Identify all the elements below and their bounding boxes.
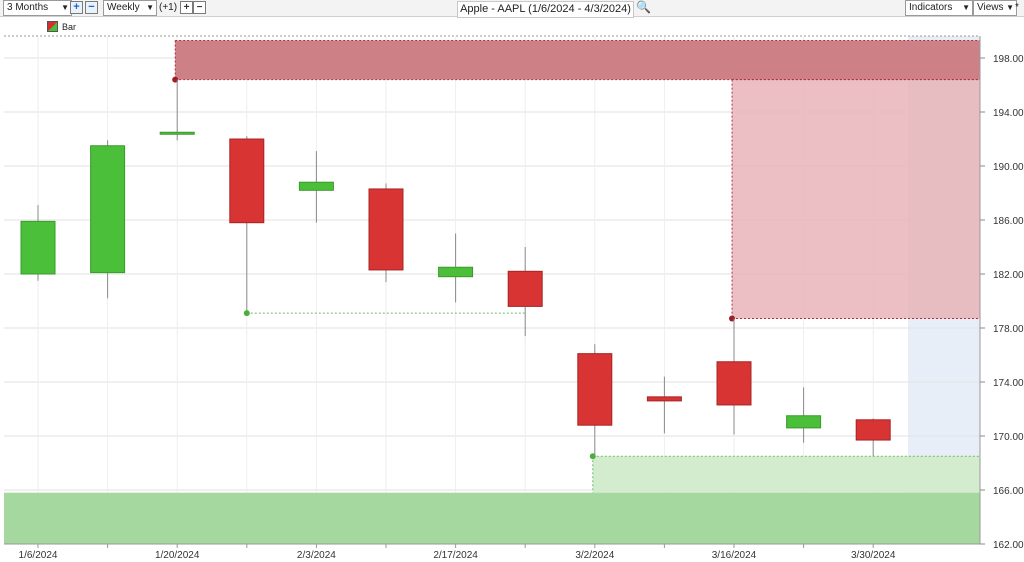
x-tick-label: 1/20/2024 <box>155 550 200 561</box>
offset-increase-button[interactable]: + <box>180 1 193 14</box>
plus-icon: + <box>183 2 190 13</box>
zones <box>4 39 980 544</box>
x-tick-label: 3/2/2024 <box>575 550 614 561</box>
interval-select[interactable]: Weekly ▼ <box>103 0 157 16</box>
candle-body <box>577 353 613 426</box>
candle-body <box>368 188 404 271</box>
candle-body <box>507 270 543 307</box>
candle-body <box>90 145 126 274</box>
views-menu[interactable]: Views ▼ <box>973 0 1017 16</box>
indicators-menu[interactable]: Indicators ▼ <box>905 0 973 16</box>
price-chart[interactable]: 198.00 194.00 190.00 186.00 182.00 178.00 174.… <box>0 16 1024 562</box>
bar-legend-icon <box>47 21 58 32</box>
zoom-in-button[interactable]: + <box>70 1 83 14</box>
candle-body <box>716 361 752 406</box>
x-tick-label: 2/3/2024 <box>297 550 336 561</box>
x-tick-label: 3/16/2024 <box>712 550 757 561</box>
candle-body <box>438 266 474 278</box>
plus-icon: + <box>73 1 80 13</box>
offset-label: (+1) <box>159 2 178 13</box>
y-tick-label: 166.00 <box>993 486 1024 497</box>
minus-icon: − <box>88 1 95 13</box>
settings-star[interactable]: * <box>1015 2 1019 13</box>
y-tick-label: 186.00 <box>993 216 1024 227</box>
y-tick-label: 198.00 <box>993 54 1024 65</box>
y-tick-label: 182.00 <box>993 270 1024 281</box>
y-tick-label: 178.00 <box>993 324 1024 335</box>
candle-body <box>298 181 334 191</box>
chevron-down-icon: ▼ <box>962 3 970 12</box>
x-tick-label: 2/17/2024 <box>433 550 478 561</box>
zone-supply <box>732 79 980 319</box>
candle-body <box>786 415 822 429</box>
candle-body <box>646 396 682 402</box>
views-label: Views <box>977 2 1004 13</box>
candle-body <box>20 220 56 275</box>
axes: 198.00 194.00 190.00 186.00 182.00 178.00 174.… <box>4 36 1024 561</box>
candles <box>20 79 891 457</box>
chevron-down-icon: ▼ <box>61 3 69 12</box>
zone-demand <box>4 492 980 544</box>
interval-select-label: Weekly <box>107 2 140 13</box>
candle-body <box>855 419 891 441</box>
indicators-label: Indicators <box>909 2 953 13</box>
period-select-label: 3 Months <box>7 2 49 13</box>
candle-body <box>229 138 265 224</box>
overlay-lines <box>243 310 526 317</box>
chevron-down-icon: ▼ <box>1006 3 1014 12</box>
x-tick-label: 1/6/2024 <box>19 550 58 561</box>
candle-body <box>159 131 195 135</box>
minus-icon: − <box>196 2 203 13</box>
y-tick-label: 190.00 <box>993 162 1024 173</box>
legend-label: Bar <box>62 21 77 32</box>
y-tick-label: 162.00 <box>993 540 1024 551</box>
support-anchor-point <box>243 310 250 317</box>
offset-decrease-button[interactable]: − <box>193 1 206 14</box>
zone-demand <box>592 456 980 493</box>
y-tick-label: 194.00 <box>993 108 1024 119</box>
chevron-down-icon: ▼ <box>146 3 154 12</box>
legend: Bar <box>47 21 76 32</box>
symbol-title[interactable]: Apple - AAPL (1/6/2024 - 4/3/2024) <box>457 1 634 18</box>
y-tick-label: 170.00 <box>993 432 1024 443</box>
period-select[interactable]: 3 Months ▼ <box>3 0 72 16</box>
zoom-out-button[interactable]: − <box>85 1 98 14</box>
search-icon[interactable]: 🔍 <box>636 0 651 14</box>
chart-toolbar: 3 Months ▼ + − Weekly ▼ (+1) + − Apple -… <box>0 0 1024 18</box>
zone-supply <box>175 40 980 80</box>
y-tick-label: 174.00 <box>993 378 1024 389</box>
x-tick-label: 3/30/2024 <box>851 550 896 561</box>
